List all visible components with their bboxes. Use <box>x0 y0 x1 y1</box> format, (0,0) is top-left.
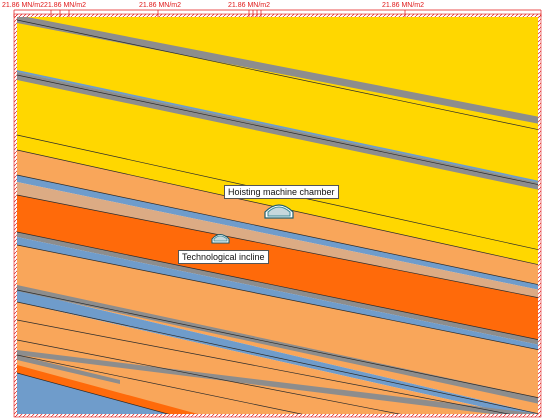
stratum-coal-1 <box>17 175 538 290</box>
stratum-shale <box>17 195 538 340</box>
boundary-line-10 <box>17 301 538 414</box>
boundary-line-2 <box>17 74 538 185</box>
boundary-line-6 <box>17 194 538 298</box>
load-label-2: 21.86 MN/m2 <box>44 2 86 9</box>
boundary-line-7 <box>17 231 538 340</box>
layer-boundaries <box>17 19 538 414</box>
hoisting-machine-chamber-label: Hoisting machine chamber <box>224 185 339 199</box>
boundary-line-1 <box>17 19 538 130</box>
model-boundary <box>13 13 542 418</box>
stratum-coal-2 <box>17 237 538 350</box>
load-label-1: 21.86 MN/m2 <box>2 2 44 9</box>
stratum-thin-layer-bottom <box>17 355 120 384</box>
load-label-4: 21.86 MN/m2 <box>228 2 270 9</box>
boundary-line-8 <box>17 244 538 350</box>
thin-seam-5 <box>17 350 538 414</box>
load-label-3: 21.86 MN/m2 <box>139 2 181 9</box>
stratum-coal-3 <box>17 290 538 414</box>
stratum-claystone <box>17 182 538 298</box>
rock-strata <box>17 17 538 414</box>
hoisting-machine-chamber-opening[interactable] <box>264 204 294 219</box>
stratum-sandstone-upper <box>17 20 538 185</box>
thin-seam-3 <box>17 70 538 183</box>
stratum-sandstone-main <box>17 75 538 265</box>
technological-incline-label: Technological incline <box>178 250 269 264</box>
technological-incline-opening[interactable] <box>211 233 230 244</box>
thin-seam-4 <box>17 285 538 404</box>
stratum-shale-bottom <box>17 365 198 414</box>
boundary-line-11 <box>17 319 511 414</box>
boundary-line-5 <box>17 174 538 285</box>
boundary-line-12 <box>17 339 401 414</box>
distributed-load <box>13 9 542 17</box>
stratum-sandy-shale-3 <box>17 302 514 414</box>
boundary-line-9 <box>17 289 538 398</box>
boundary-line-13 <box>17 354 303 414</box>
thin-seam-1 <box>17 17 538 124</box>
load-label-5: 21.86 MN/m2 <box>382 2 424 9</box>
boundary-line-14 <box>17 372 170 414</box>
thin-seam-2 <box>17 72 538 190</box>
stratum-thin-layer-1 <box>17 232 538 345</box>
